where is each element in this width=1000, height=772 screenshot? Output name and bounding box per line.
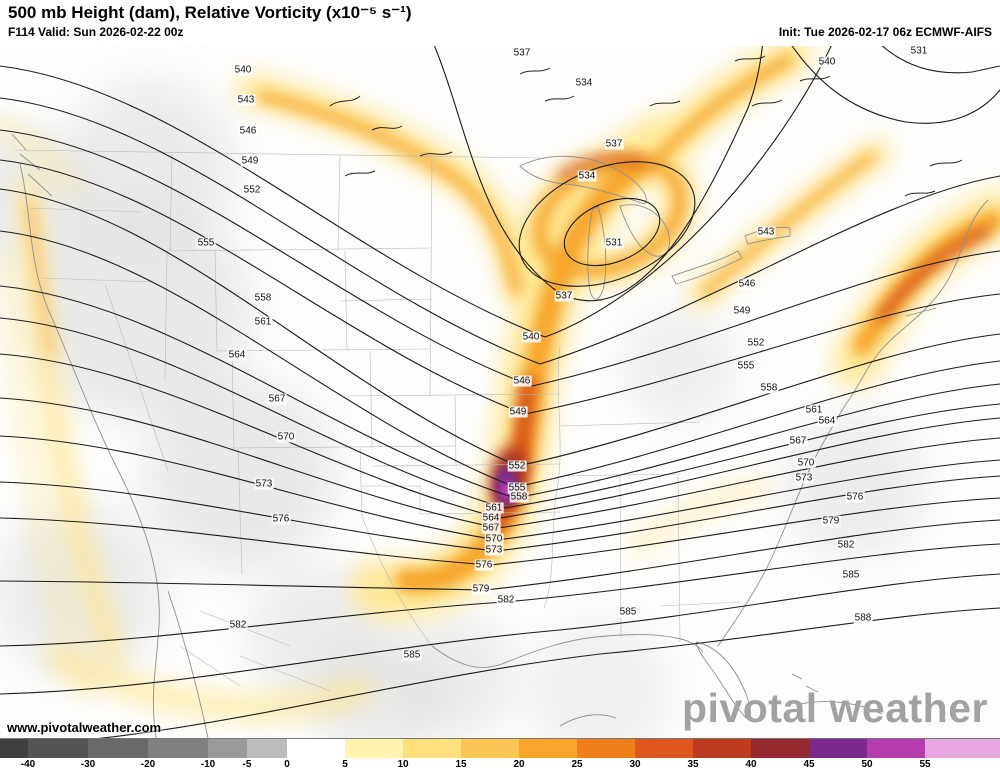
colorbar-tick-label: 40 — [745, 759, 757, 770]
height-contour-537 — [433, 46, 763, 302]
colorbar-tick-label: 55 — [919, 759, 931, 770]
colorbar-segment — [577, 739, 635, 758]
colorbar-segment — [28, 739, 88, 758]
height-contour-561 — [0, 317, 1000, 509]
colorbar-tick-label: 20 — [513, 759, 525, 770]
colorbar-segment — [345, 739, 403, 758]
height-contour-531-ne — [881, 46, 1000, 74]
colorbar-tick-label: -30 — [80, 759, 96, 770]
colorbar-segment — [403, 739, 461, 758]
colorbar-tick-label: 5 — [342, 759, 348, 770]
height-contour-531 — [563, 197, 661, 267]
colorbar-segment — [925, 739, 1000, 758]
height-contour-588 — [98, 607, 1000, 738]
colorbar-segment — [88, 739, 148, 758]
height-contour-540 — [0, 46, 832, 338]
colorbar-segment — [693, 739, 751, 758]
map-title: 500 mb Height (dam), Relative Vorticity … — [8, 3, 412, 22]
colorbar-ticks: -40 -30 -20 -10 -5 0 5 10 15 20 25 30 35 40 45 50 55 — [0, 758, 1000, 772]
site-url: www.pivotalweather.com — [7, 720, 162, 735]
colorbar-segment — [247, 739, 287, 758]
colorbar-tick-label: 15 — [455, 759, 467, 770]
colorbar-tick-label: 45 — [803, 759, 815, 770]
colorbar-tick-label: -10 — [200, 759, 216, 770]
colorbar-segment — [148, 739, 208, 758]
map-graphic — [0, 46, 1000, 738]
canada-lakes-scribbles — [329, 55, 963, 197]
colorbar-tick-label: -40 — [20, 759, 36, 770]
valid-time-label: F114 Valid: Sun 2026-02-22 00z — [8, 25, 184, 39]
coastline-layer — [11, 133, 989, 738]
header: 500 mb Height (dam), Relative Vorticity … — [0, 0, 1000, 46]
colorbar-tick-label: 35 — [687, 759, 699, 770]
colorbar-segment — [287, 739, 345, 758]
colorbar-segment — [809, 739, 867, 758]
height-contour-540-ne — [791, 46, 1000, 124]
colorbar-tick-label: -5 — [242, 759, 252, 770]
colorbar-segment — [461, 739, 519, 758]
colorbar-segment — [751, 739, 809, 758]
brand-watermark: pivotal weather — [682, 685, 988, 731]
height-contour-585 — [0, 573, 1000, 695]
colorbar-segment — [867, 739, 925, 758]
colorbar-tick-label: -20 — [140, 759, 156, 770]
colorbar-tick-label: 0 — [284, 759, 290, 770]
vorticity-colorbar: -40 -30 -20 -10 -5 0 5 10 15 20 25 30 35 40 45 50 55 — [0, 738, 1000, 772]
colorbar-segment — [635, 739, 693, 758]
colorbar-tick-label: 50 — [861, 759, 873, 770]
colorbar-segment — [519, 739, 577, 758]
init-time-label: Init: Tue 2026-02-17 06z ECMWF-AIFS — [778, 25, 992, 39]
colorbar-segment — [0, 739, 28, 758]
colorbar-segments — [0, 739, 1000, 758]
height-contour-543 — [0, 97, 1000, 365]
colorbar-segment — [208, 739, 247, 758]
colorbar-tick-label: 10 — [397, 759, 409, 770]
colorbar-tick-label: 25 — [571, 759, 583, 770]
colorbar-tick-label: 30 — [629, 759, 641, 770]
map-canvas[interactable]: 540 543 546 549 552 555 558 561 564 567 570 573 576 5… — [0, 45, 1000, 738]
height-contour-546 — [0, 129, 1000, 387]
